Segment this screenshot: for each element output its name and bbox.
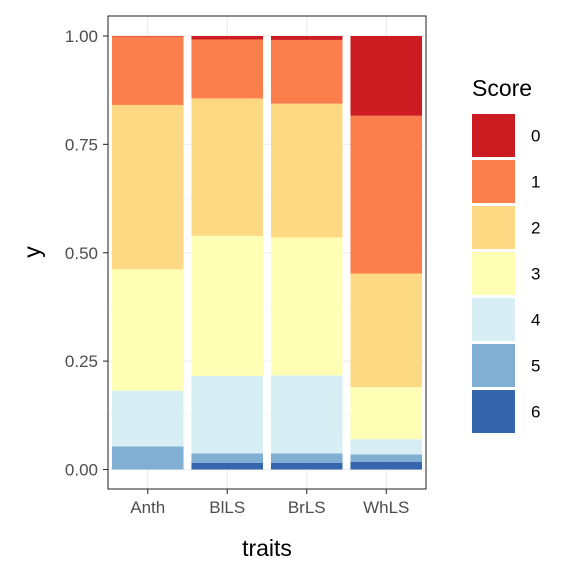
bar-segment-score-4 (350, 439, 423, 455)
bar-segment-score-2 (350, 273, 423, 388)
legend-label-6: 6 (531, 403, 540, 422)
bar-segment-score-5 (270, 453, 343, 463)
bar-segment-score-1 (111, 36, 184, 105)
legend-key-1 (472, 160, 515, 203)
bar-segment-score-3 (350, 387, 423, 440)
y-axis-title: y (19, 246, 45, 258)
bar-segment-score-6 (191, 462, 264, 470)
bar-segment-score-3 (270, 237, 343, 376)
bar-segment-score-3 (191, 235, 264, 376)
x-tick-label: BrLS (288, 498, 326, 517)
bars (111, 36, 423, 470)
x-axis-title: traits (242, 535, 292, 561)
x-tick-label: BlLS (209, 498, 245, 517)
bar-segment-score-6 (350, 461, 423, 470)
bar-segment-score-3 (111, 269, 184, 391)
x-tick-label: WhLS (363, 498, 409, 517)
bar-segment-score-0 (270, 36, 343, 40)
legend-label-5: 5 (531, 357, 540, 376)
bar-segment-score-0 (350, 36, 423, 116)
bar-segment-score-2 (270, 103, 343, 238)
x-axis-ticks: Anth BlLS BrLS WhLS (130, 489, 409, 517)
legend-key-5 (472, 344, 515, 387)
legend-key-0 (472, 114, 515, 157)
y-tick-label: 1.00 (65, 27, 98, 46)
bar-segment-score-0 (191, 36, 264, 40)
bar-segment-score-5 (111, 446, 184, 470)
legend-label-1: 1 (531, 173, 540, 192)
y-tick-label: 0.75 (65, 135, 98, 154)
y-tick-label: 0.25 (65, 352, 98, 371)
bar-stack-blls (191, 36, 264, 470)
legend-key-2 (472, 206, 515, 249)
bar-segment-score-1 (270, 39, 343, 104)
bar-segment-score-4 (270, 375, 343, 454)
legend-label-2: 2 (531, 219, 540, 238)
legend-key-6 (472, 390, 515, 433)
legend-title: Score (472, 75, 532, 101)
bar-segment-score-4 (111, 390, 184, 447)
legend-key-4 (472, 298, 515, 341)
legend: Score 0 1 2 3 4 5 6 (472, 75, 540, 433)
bar-segment-score-6 (270, 462, 343, 470)
legend-label-4: 4 (531, 311, 540, 330)
bar-segment-score-2 (111, 104, 184, 270)
x-tick-label: Anth (130, 498, 165, 517)
legend-label-0: 0 (531, 127, 540, 146)
y-axis-ticks: 0.00 0.25 0.50 0.75 1.00 (65, 27, 108, 480)
bar-segment-score-1 (191, 39, 264, 99)
bar-segment-score-5 (191, 453, 264, 463)
bar-stack-anth (111, 36, 184, 470)
y-tick-label: 0.00 (65, 461, 98, 480)
legend-key-3 (472, 252, 515, 295)
bar-segment-score-2 (191, 98, 264, 236)
bar-stack-whls (350, 36, 423, 470)
legend-label-3: 3 (531, 265, 540, 284)
bar-stack-brls (270, 36, 343, 470)
bar-segment-score-1 (350, 115, 423, 274)
bar-segment-score-4 (191, 375, 264, 454)
y-tick-label: 0.50 (65, 244, 98, 263)
bar-segment-score-5 (350, 454, 423, 462)
